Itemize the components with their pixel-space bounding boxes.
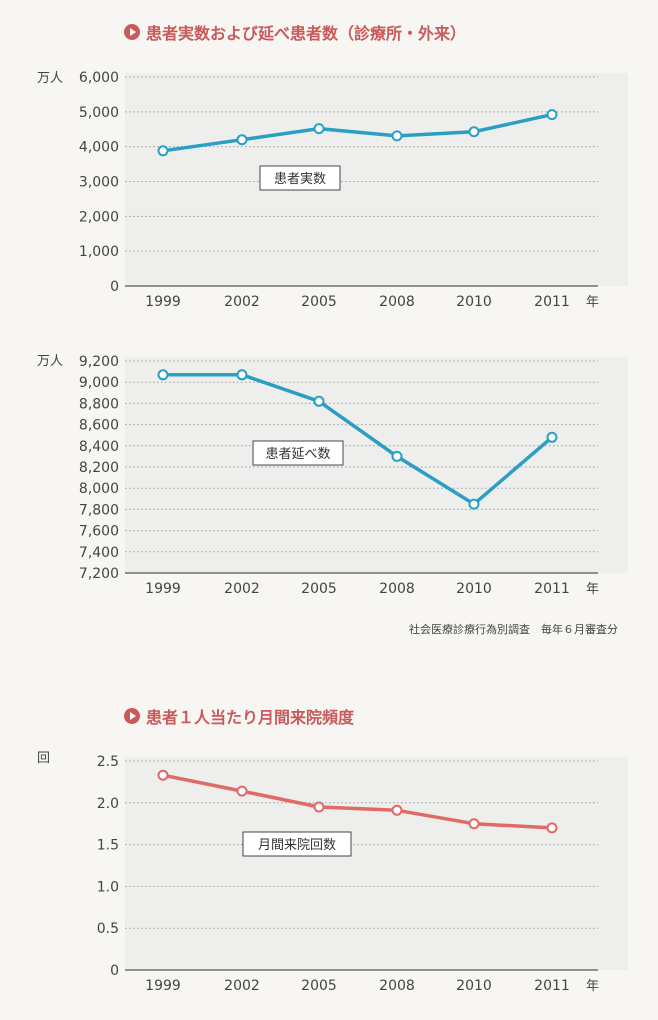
chart3-x-unit: 年 <box>586 979 599 994</box>
chart2-svg: 7,200 7,400 7,600 7,800 8,000 8,200 8,400 8,600… <box>37 354 628 597</box>
chart2-series-label: 患者延べ数 <box>265 447 330 462</box>
chart2-data-point <box>236 369 248 381</box>
chart3-data-point <box>313 801 325 813</box>
chart1: 0 1,000 2,000 3,000 4,000 5,000 6,000 万人 1999 200… <box>0 60 658 330</box>
chart1-ytick-label: 1,000 <box>79 244 119 260</box>
chart1-series-line <box>162 112 553 153</box>
chart3-xtick-label: 2002 <box>224 978 260 994</box>
chart2: 7,200 7,400 7,600 7,800 8,000 8,200 8,400 8,600… <box>0 345 658 610</box>
chart3-xtick-label: 2008 <box>379 978 415 994</box>
chart1-ytick-label: 5,000 <box>79 105 119 121</box>
chart1-data-point <box>546 109 558 121</box>
chart1-xtick-label: 2002 <box>224 294 260 310</box>
chart2-ytick-label: 7,800 <box>79 502 119 518</box>
chart1-xtick-label: 2005 <box>301 294 337 310</box>
chart1-ytick-label: 4,000 <box>79 140 119 156</box>
chart1-svg: 0 1,000 2,000 3,000 4,000 5,000 6,000 万人 1999 200… <box>37 70 628 310</box>
chart2-plot-area <box>125 357 628 573</box>
chart1-label-box <box>259 165 341 191</box>
chart2-ytick-label: 9,200 <box>79 354 119 370</box>
chart2-xtick-label: 2008 <box>379 581 415 597</box>
chart1-data-point <box>313 123 325 135</box>
chart2-ytick-label: 7,200 <box>79 566 119 582</box>
chart3: 0 0.5 1.0 1.5 2.0 2.5 回 1999 2002 2005 2008 2010 201… <box>0 745 658 1010</box>
chart1-ytick-label: 2,000 <box>79 209 119 225</box>
chart1-series-label: 患者実数 <box>274 171 326 187</box>
play-icon <box>124 708 140 724</box>
chart3-data-point <box>391 804 403 816</box>
chart1-y-unit: 万人 <box>37 71 63 86</box>
chart2-xtick-label: 2011 <box>534 581 570 597</box>
chart1-heading: 患者実数および延べ患者数（診療所・外来） <box>124 20 466 44</box>
chart3-data-point <box>546 822 558 834</box>
chart3-data-point <box>157 769 169 781</box>
chart1-data-point <box>391 130 403 142</box>
chart3-plot-area <box>125 757 628 970</box>
chart1-xtick-label: 2011 <box>534 294 570 310</box>
chart2-data-point <box>468 498 480 510</box>
chart2-y-unit: 万人 <box>37 354 63 369</box>
chart2-ytick-label: 7,600 <box>79 524 119 540</box>
chart1-plot-area <box>125 73 628 286</box>
chart1-data-point <box>236 134 248 146</box>
chart2-ytick-label: 8,400 <box>79 439 119 455</box>
chart1-ytick-label: 3,000 <box>79 175 119 191</box>
chart3-y-unit: 回 <box>37 751 50 766</box>
chart2-data-point <box>157 369 169 381</box>
chart3-ytick-label: 0 <box>110 963 119 979</box>
chart1-xtick-label: 2008 <box>379 294 415 310</box>
chart3-label-box <box>242 831 352 857</box>
chart2-data-point <box>391 450 403 462</box>
chart3-data-point <box>468 818 480 830</box>
chart1-x-unit: 年 <box>586 295 599 310</box>
chart2-label-box <box>252 440 344 466</box>
chart1-ytick-label: 0 <box>110 279 119 295</box>
chart3-ytick-label: 2.0 <box>97 796 119 812</box>
chart1-xtick-label: 2010 <box>456 294 492 310</box>
chart2-ytick-label: 7,400 <box>79 545 119 561</box>
chart3-xtick-label: 2011 <box>534 978 570 994</box>
play-icon <box>124 24 140 40</box>
chart3-xtick-label: 2010 <box>456 978 492 994</box>
chart3-series-line <box>162 773 553 830</box>
chart2-xtick-label: 1999 <box>145 581 181 597</box>
chart2-ytick-label: 8,000 <box>79 481 119 497</box>
chart3-heading: 患者１人当たり月間来院頻度 <box>124 704 354 728</box>
source-note: 社会医療診療行為別調査 毎年６月審査分 <box>409 623 618 636</box>
chart3-ytick-label: 1.5 <box>97 838 119 854</box>
chart2-series-line <box>163 373 554 506</box>
chart2-ytick-label: 9,000 <box>79 375 119 391</box>
chart3-ytick-label: 0.5 <box>97 921 119 937</box>
chart3-xtick-label: 2005 <box>301 978 337 994</box>
chart3-xtick-label: 1999 <box>145 978 181 994</box>
chart3-series-label: 月間来院回数 <box>258 838 336 853</box>
chart3-ytick-label: 1.0 <box>97 879 119 895</box>
chart3-title: 患者１人当たり月間来院頻度 <box>146 708 355 727</box>
chart2-xtick-label: 2002 <box>224 581 260 597</box>
chart1-xtick-label: 1999 <box>145 294 181 310</box>
chart2-xtick-label: 2005 <box>301 581 337 597</box>
chart3-svg: 0 0.5 1.0 1.5 2.0 2.5 回 1999 2002 2005 2008 2010 201… <box>37 751 628 994</box>
chart2-data-point <box>313 395 325 407</box>
chart2-ytick-label: 8,800 <box>79 396 119 412</box>
chart1-data-point <box>468 126 480 138</box>
chart3-data-point <box>236 785 248 797</box>
chart2-xtick-label: 2010 <box>456 581 492 597</box>
chart1-title: 患者実数および延べ患者数（診療所・外来） <box>146 24 467 43</box>
chart2-x-unit: 年 <box>586 582 599 597</box>
chart3-ytick-label: 2.5 <box>97 754 119 770</box>
chart1-data-point <box>157 145 169 157</box>
chart2-ytick-label: 8,200 <box>79 460 119 476</box>
chart2-data-point <box>546 431 558 443</box>
chart1-ytick-label: 6,000 <box>79 70 119 86</box>
chart2-ytick-label: 8,600 <box>79 418 119 434</box>
